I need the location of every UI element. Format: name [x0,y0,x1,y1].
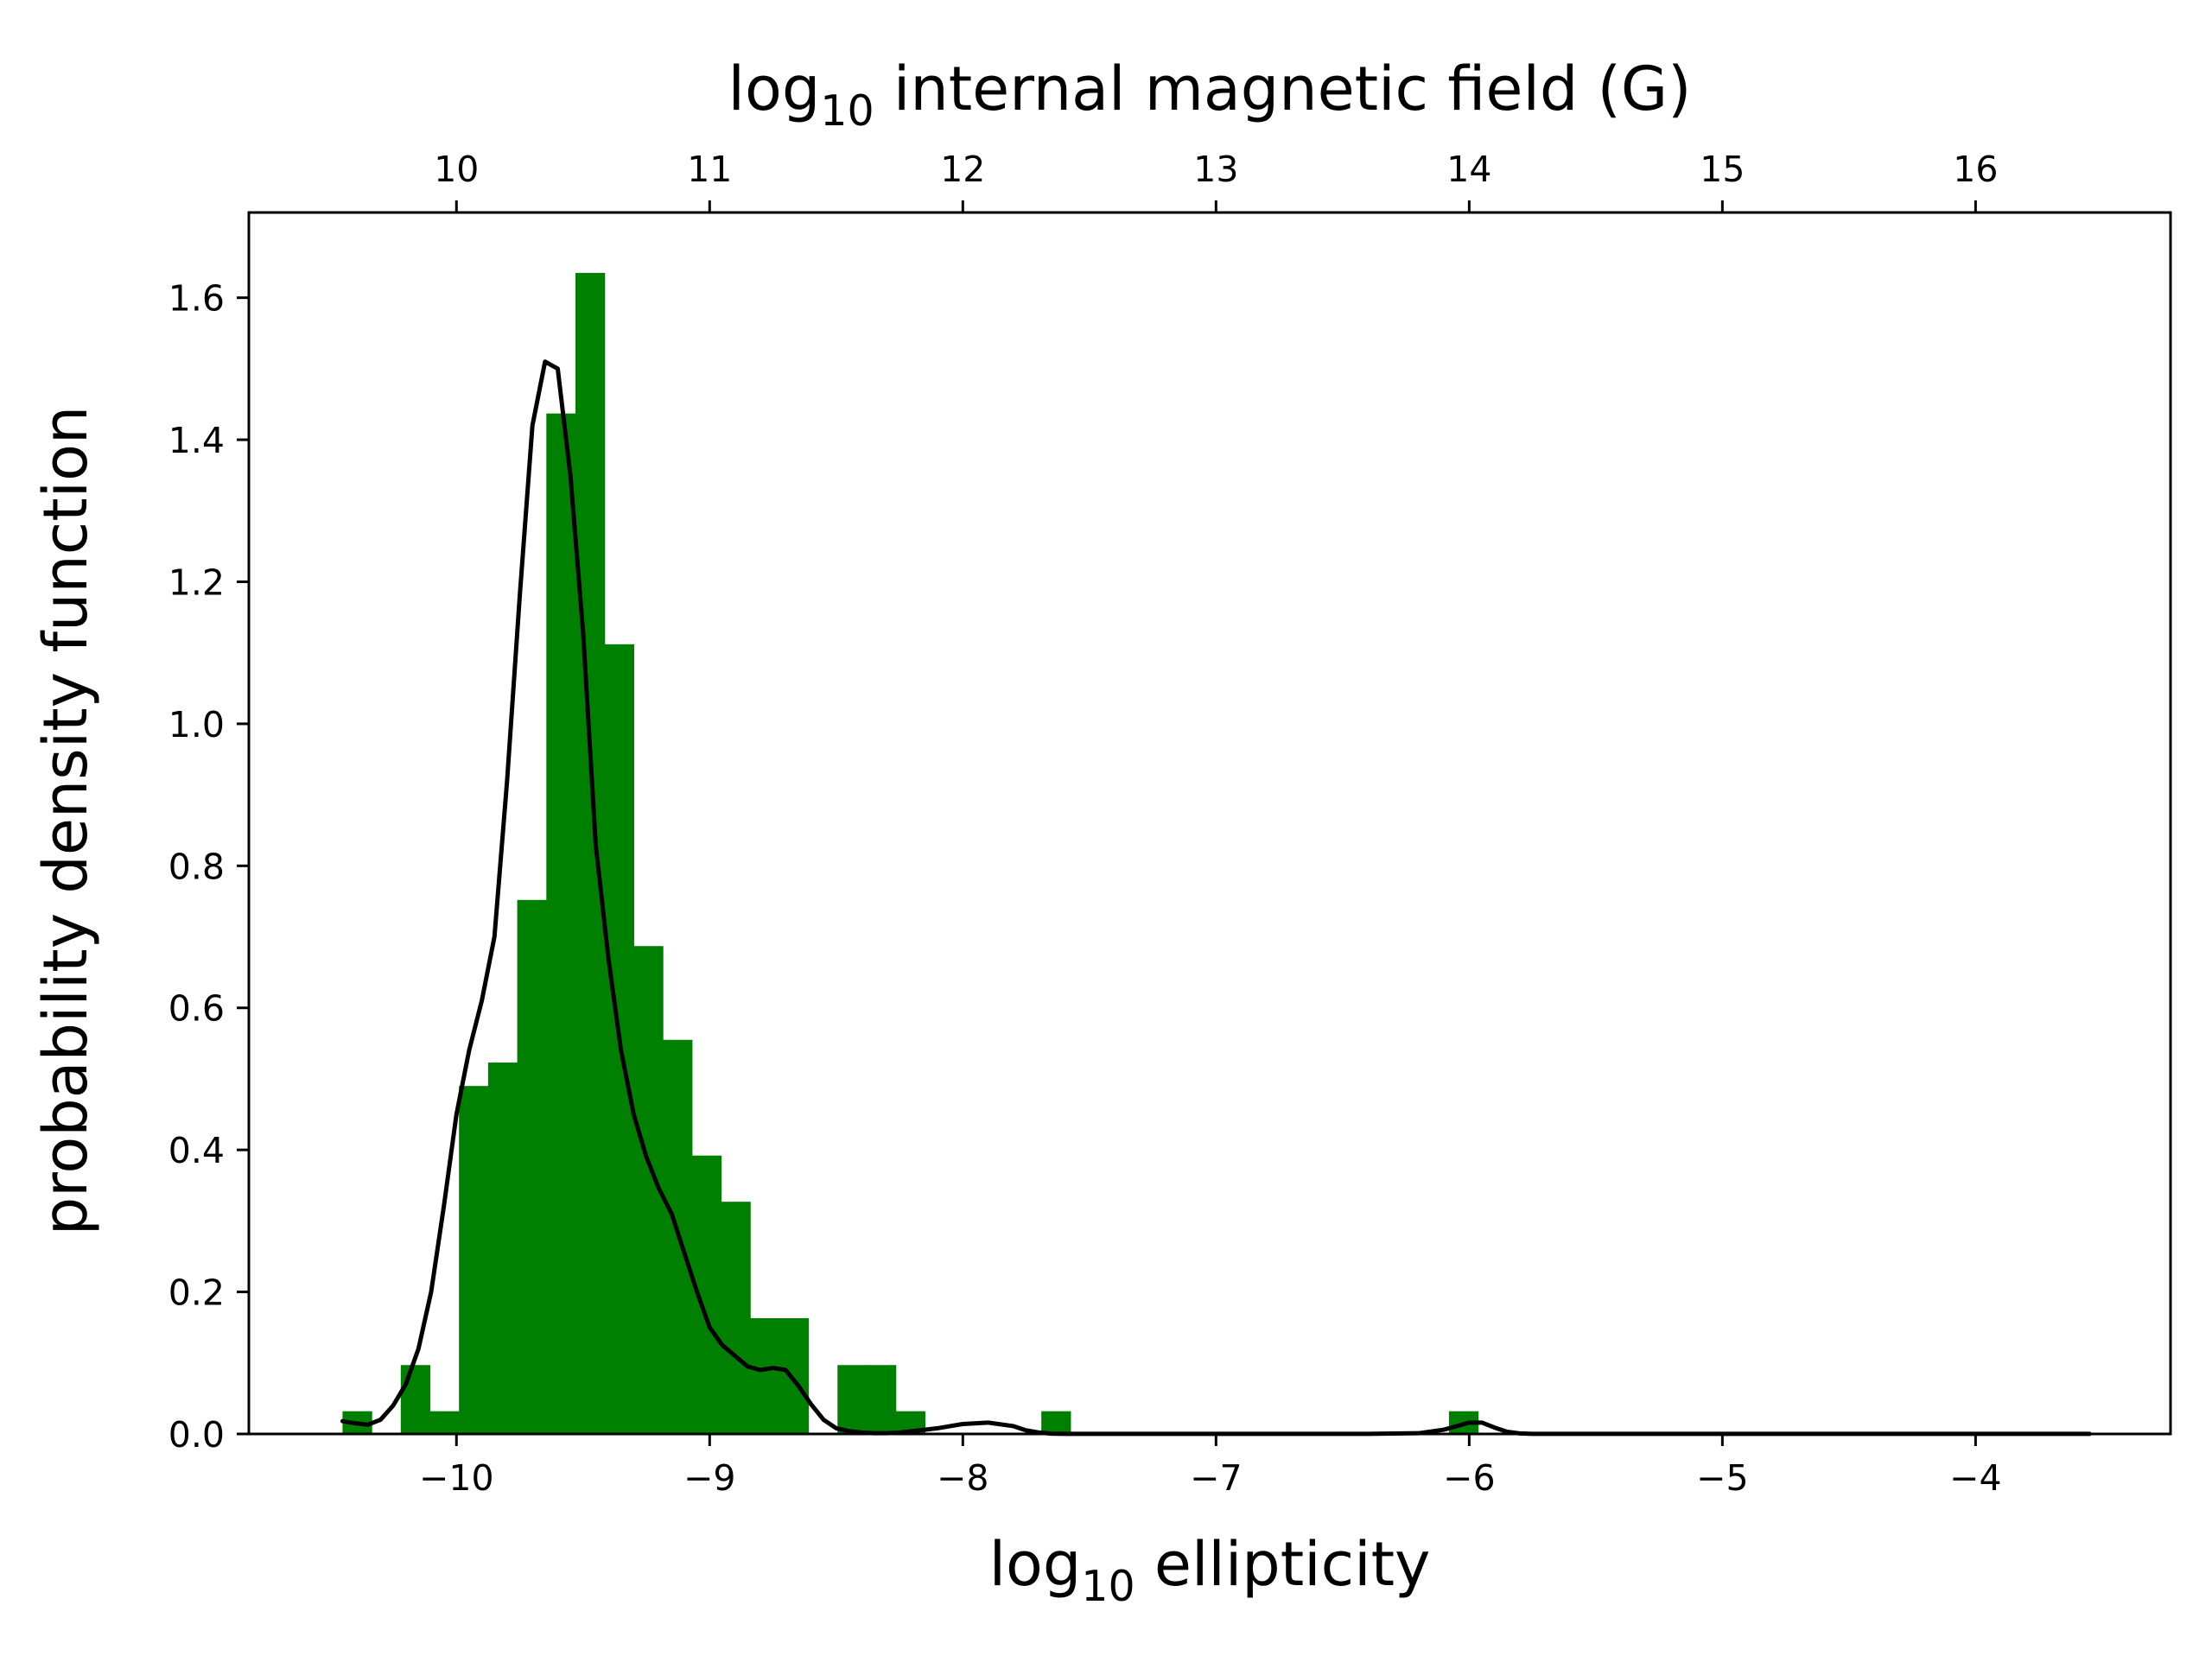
y-tick-label: 0.2 [168,1272,225,1314]
y-tick-label: 1.6 [168,278,225,320]
top-tick-label: 14 [1446,149,1491,190]
histogram-bar [1041,1411,1071,1434]
y-axis-ticks: 0.0 0.2 0.4 0.6 0.8 1.0 1.2 1.4 1.6 [168,278,249,1456]
y-axis-label: probability density function [30,406,101,1236]
histogram-bar [750,1318,780,1434]
histogram-bar [459,1086,489,1434]
histogram-bar [575,272,606,1434]
x-axis-ticks: −10 −9 −8 −7 −6 −5 −4 [419,1434,2002,1499]
y-tick-label: 1.4 [168,420,225,461]
x-tick-label: −9 [683,1457,735,1499]
x-axis-label: log10 ellipticity [989,1529,1431,1611]
x-tick-label: −8 [937,1457,988,1499]
top-axis-label: log10 internal magnetic field (G) [728,54,1692,136]
histogram-bar [517,899,547,1434]
y-tick-label: 1.2 [168,561,225,603]
y-tick-label: 0.4 [168,1130,225,1171]
x-tick-label: −5 [1696,1457,1748,1499]
y-tick-label: 0.0 [168,1414,225,1456]
top-tick-label: 16 [1953,149,1998,190]
top-tick-label: 10 [434,149,479,190]
histogram-bar [429,1411,460,1434]
x-tick-label: −10 [419,1457,494,1499]
histogram-bar [721,1202,751,1434]
y-tick-label: 1.0 [168,704,225,745]
top-tick-label: 11 [687,149,732,190]
histogram-bar [866,1365,897,1434]
histogram-bar [400,1365,431,1434]
histogram-bar [779,1318,810,1434]
plot-frame [247,211,2172,1436]
histogram-bar [546,413,576,1434]
kde-curve [340,359,2092,1437]
top-tick-label: 15 [1700,149,1745,190]
histogram-bar [837,1365,868,1434]
histogram-bars [342,272,1479,1434]
x-tick-label: −4 [1949,1457,2001,1499]
histogram-bar [487,1063,518,1434]
x-tick-label: −7 [1190,1457,1242,1499]
top-axis-ticks: 10 11 12 13 14 15 16 [434,149,1998,213]
x-tick-label: −6 [1443,1457,1495,1499]
y-tick-label: 0.8 [168,846,225,887]
top-tick-label: 13 [1193,149,1238,190]
y-tick-label: 0.6 [168,988,225,1030]
top-tick-label: 12 [940,149,985,190]
